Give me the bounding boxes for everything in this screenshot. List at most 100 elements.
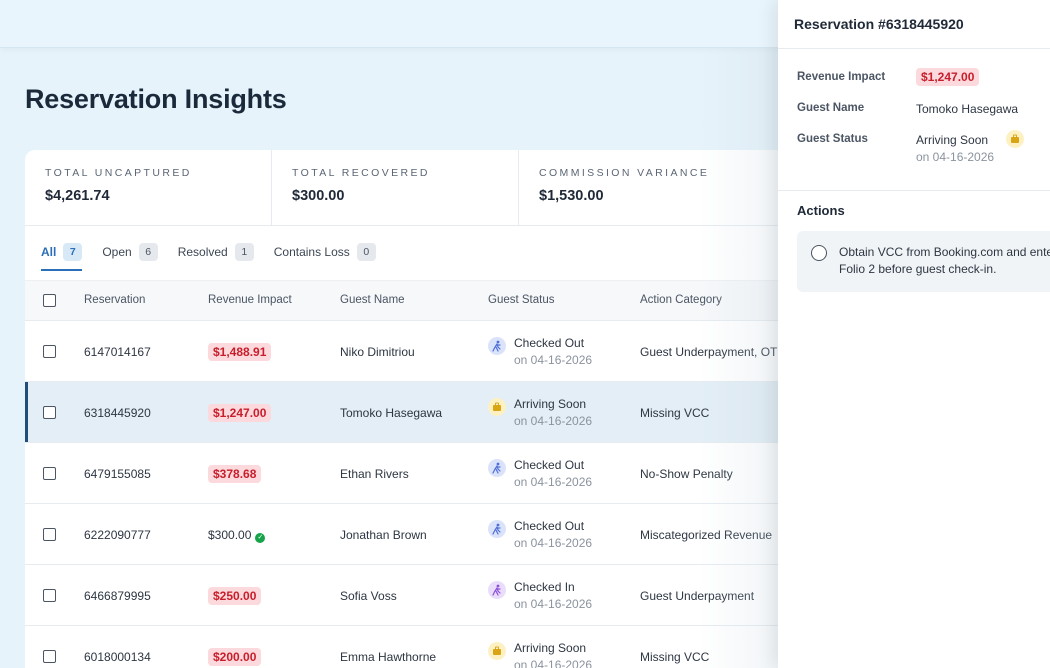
arriving-soon-icon [488,642,506,660]
revenue-impact: $1,247.00 [208,404,272,422]
checked-out-icon [488,459,506,477]
row-checkbox[interactable] [43,528,56,541]
action-category: Missing VCC [640,650,710,664]
revenue-impact: $200.00 [208,648,262,666]
revenue-impact: $1,488.91 [208,343,272,361]
table-row[interactable]: 6147014167 $1,488.91 Niko Dimitriou Chec… [25,321,825,382]
tab-open[interactable]: Open 6 [102,241,158,263]
table-row[interactable]: 6318445920 $1,247.00 Tomoko Hasegawa Arr… [25,382,825,443]
guest-name-value: Tomoko Hasegawa [916,102,1019,116]
action-category: Miscategorized Revenue [640,528,773,542]
tab-contains-loss[interactable]: Contains Loss 0 [274,241,376,263]
reservation-id: 6466879995 [84,589,151,603]
column-header-revenue-impact[interactable]: Revenue Impact [208,294,292,306]
arriving-soon-icon [488,398,506,416]
guest-name: Niko Dimitriou [340,345,415,359]
guest-status: Checked In [514,580,575,594]
tab-resolved[interactable]: Resolved 1 [178,241,254,263]
guest-status-value: Arriving Soon [916,133,989,147]
guest-status-date: on 04-16-2026 [514,536,593,550]
checked-out-icon [488,520,506,538]
revenue-impact: $250.00 [208,587,262,605]
row-checkbox[interactable] [43,345,56,358]
stat-total-recovered: TOTAL RECOVERED $300.00 [271,150,518,226]
action-category: Guest Underpayment [640,589,755,603]
stat-value: $1,530.00 [539,188,604,204]
select-all-checkbox[interactable] [43,294,56,307]
action-line: Folio 2 before guest check-in. [839,262,997,276]
guest-name-label: Guest Name [797,102,865,114]
tab-all[interactable]: All 7 [41,241,83,271]
guest-status-date: on 04-16-2026 [514,475,593,489]
row-checkbox[interactable] [43,650,56,663]
guest-status: Arriving Soon [514,397,587,411]
divider [778,48,1050,49]
revenue-impact-value: $1,247.00 [916,68,980,86]
row-checkbox[interactable] [43,406,56,419]
tab-count: 6 [138,243,158,261]
guest-status-date: on 04-16-2026 [916,150,995,164]
table-row[interactable]: 6479155085 $378.68 Ethan Rivers Checked … [25,443,825,504]
stat-label: TOTAL UNCAPTURED [45,167,192,179]
action-category: Missing VCC [640,406,710,420]
tab-label: All [41,245,57,259]
tab-count: 7 [63,243,83,261]
guest-status-date: on 04-16-2026 [514,597,593,611]
stat-commission-variance: COMMISSION VARIANCE $1,530.00 [518,150,825,226]
revenue-impact-cell: $300.00 ✓ [208,528,266,543]
reservation-id: 6147014167 [84,345,151,359]
stat-value: $4,261.74 [45,188,110,204]
filter-tabs: All 7 Open 6 Resolved 1 Contains Loss 0 [41,241,396,271]
column-header-guest-status[interactable]: Guest Status [488,294,555,306]
stat-total-uncaptured: TOTAL UNCAPTURED $4,261.74 [25,150,271,226]
stats-bar: TOTAL UNCAPTURED $4,261.74 TOTAL RECOVER… [25,150,825,226]
action-line: Obtain VCC from Booking.com and ente [839,245,1050,259]
guest-status-date: on 04-16-2026 [514,414,593,428]
check-circle-icon: ✓ [255,533,266,543]
actions-heading: Actions [797,203,845,218]
checked-in-icon [488,581,506,599]
table-header: Reservation Revenue Impact Guest Name Gu… [25,280,825,321]
tab-label: Resolved [177,245,228,259]
page-title: Reservation Insights [25,84,287,114]
arriving-soon-icon [1006,130,1024,148]
table-row[interactable]: 6466879995 $250.00 Sofia Voss Checked In… [25,565,825,626]
row-checkbox[interactable] [43,467,56,480]
table-row[interactable]: 6018000134 $200.00 Emma Hawthorne Arrivi… [25,626,825,668]
tab-count: 1 [234,243,254,261]
guest-status-date: on 04-16-2026 [514,353,593,367]
reservation-id: 6018000134 [84,650,151,664]
column-header-action-category[interactable]: Action Category [640,294,722,306]
guest-status: Checked Out [514,458,585,472]
action-complete-radio[interactable] [811,245,827,261]
action-category: No-Show Penalty [640,467,733,481]
guest-status-label: Guest Status [797,133,868,145]
guest-name: Ethan Rivers [340,467,409,481]
stat-value: $300.00 [292,188,345,204]
reservation-id: 6222090777 [84,528,151,542]
guest-status-date: on 04-16-2026 [514,658,593,668]
action-description: Obtain VCC from Booking.com and ente Fol… [839,244,1050,278]
reservation-detail-panel: Reservation #6318445920 Revenue Impact $… [778,0,1050,668]
column-header-reservation[interactable]: Reservation [84,294,146,306]
guest-name: Jonathan Brown [340,528,427,542]
column-header-guest-name[interactable]: Guest Name [340,294,405,306]
checked-out-icon [488,337,506,355]
revenue-impact-label: Revenue Impact [797,71,886,83]
action-category: Guest Underpayment, OT [640,345,778,359]
table-row[interactable]: 6222090777 $300.00 ✓ Jonathan Brown Check… [25,504,825,565]
stat-label: COMMISSION VARIANCE [539,167,710,179]
guest-name: Emma Hawthorne [340,650,437,664]
row-checkbox[interactable] [43,589,56,602]
guest-status: Checked Out [514,519,585,533]
reservation-id: 6479155085 [84,467,151,481]
reservation-id: 6318445920 [84,406,151,420]
revenue-impact: $378.68 [208,465,262,483]
tab-count: 0 [356,243,376,261]
guest-status: Checked Out [514,336,585,350]
stat-label: TOTAL RECOVERED [292,167,430,179]
guest-name: Tomoko Hasegawa [340,406,443,420]
tab-label: Open [102,245,132,259]
tab-label: Contains Loss [273,245,350,259]
action-item[interactable]: Obtain VCC from Booking.com and ente Fol… [797,231,1050,292]
